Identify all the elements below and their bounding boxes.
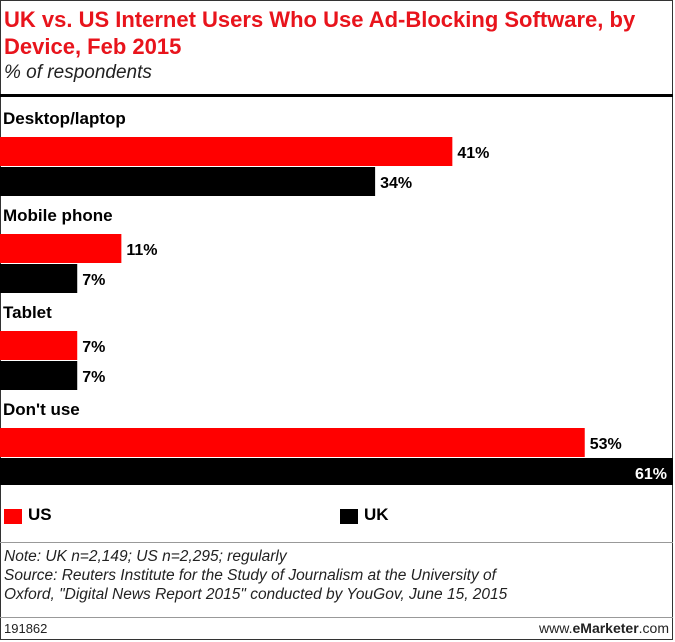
legend-label-us: US bbox=[28, 505, 52, 524]
chart-title: UK vs. US Internet Users Who Use Ad-Bloc… bbox=[4, 7, 636, 59]
bar-uk-tablet bbox=[0, 361, 78, 390]
notes: Note: UK n=2,149; US n=2,295; regularly … bbox=[4, 547, 669, 604]
value-label-us-mobile-phone: 11% bbox=[126, 242, 157, 259]
legend-label-uk: UK bbox=[364, 505, 389, 524]
bar-us-don-t-use bbox=[0, 428, 585, 457]
bar-uk-desktop-laptop bbox=[0, 167, 376, 196]
brand-name: eMarketer bbox=[572, 620, 639, 636]
notes-divider bbox=[0, 542, 673, 543]
title-divider bbox=[0, 94, 673, 97]
footer-divider bbox=[0, 617, 673, 618]
category-label-don-t-use: Don't use bbox=[3, 400, 80, 419]
value-label-uk-tablet: 7% bbox=[82, 369, 105, 386]
value-label-uk-desktop-laptop: 34% bbox=[380, 175, 412, 192]
category-label-mobile-phone: Mobile phone bbox=[3, 206, 113, 225]
brand-prefix: www. bbox=[539, 620, 573, 636]
source-line: Source: Reuters Institute for the Study … bbox=[4, 567, 496, 584]
bar-chart: Desktop/laptop 41% 34% Mobile phone 11% 7% Tab… bbox=[0, 109, 673, 485]
brand-link: www.eMarketer.com bbox=[539, 620, 669, 636]
bar-us-tablet bbox=[0, 331, 78, 360]
value-label-uk-don-t-use: 61% bbox=[635, 466, 667, 483]
bar-uk-don-t-use bbox=[0, 458, 673, 485]
chart-id: 191862 bbox=[4, 621, 48, 636]
legend-swatch-uk bbox=[340, 509, 358, 524]
value-label-us-don-t-use: 53% bbox=[590, 436, 622, 453]
value-label-us-tablet: 7% bbox=[82, 339, 105, 356]
value-label-us-desktop-laptop: 41% bbox=[457, 145, 489, 162]
category-label-tablet: Tablet bbox=[3, 303, 52, 322]
source-line: Oxford, "Digital News Report 2015" condu… bbox=[4, 586, 508, 603]
legend-swatch-us bbox=[4, 509, 22, 524]
category-label-desktop-laptop: Desktop/laptop bbox=[3, 109, 126, 128]
note-line: Note: UK n=2,149; US n=2,295; regularly bbox=[4, 548, 287, 565]
bar-uk-mobile-phone bbox=[0, 264, 78, 293]
bar-us-mobile-phone bbox=[0, 234, 122, 263]
value-label-uk-mobile-phone: 7% bbox=[82, 272, 105, 289]
chart-subtitle: % of respondents bbox=[4, 62, 152, 83]
brand-suffix: .com bbox=[638, 620, 669, 636]
bar-us-desktop-laptop bbox=[0, 137, 453, 166]
